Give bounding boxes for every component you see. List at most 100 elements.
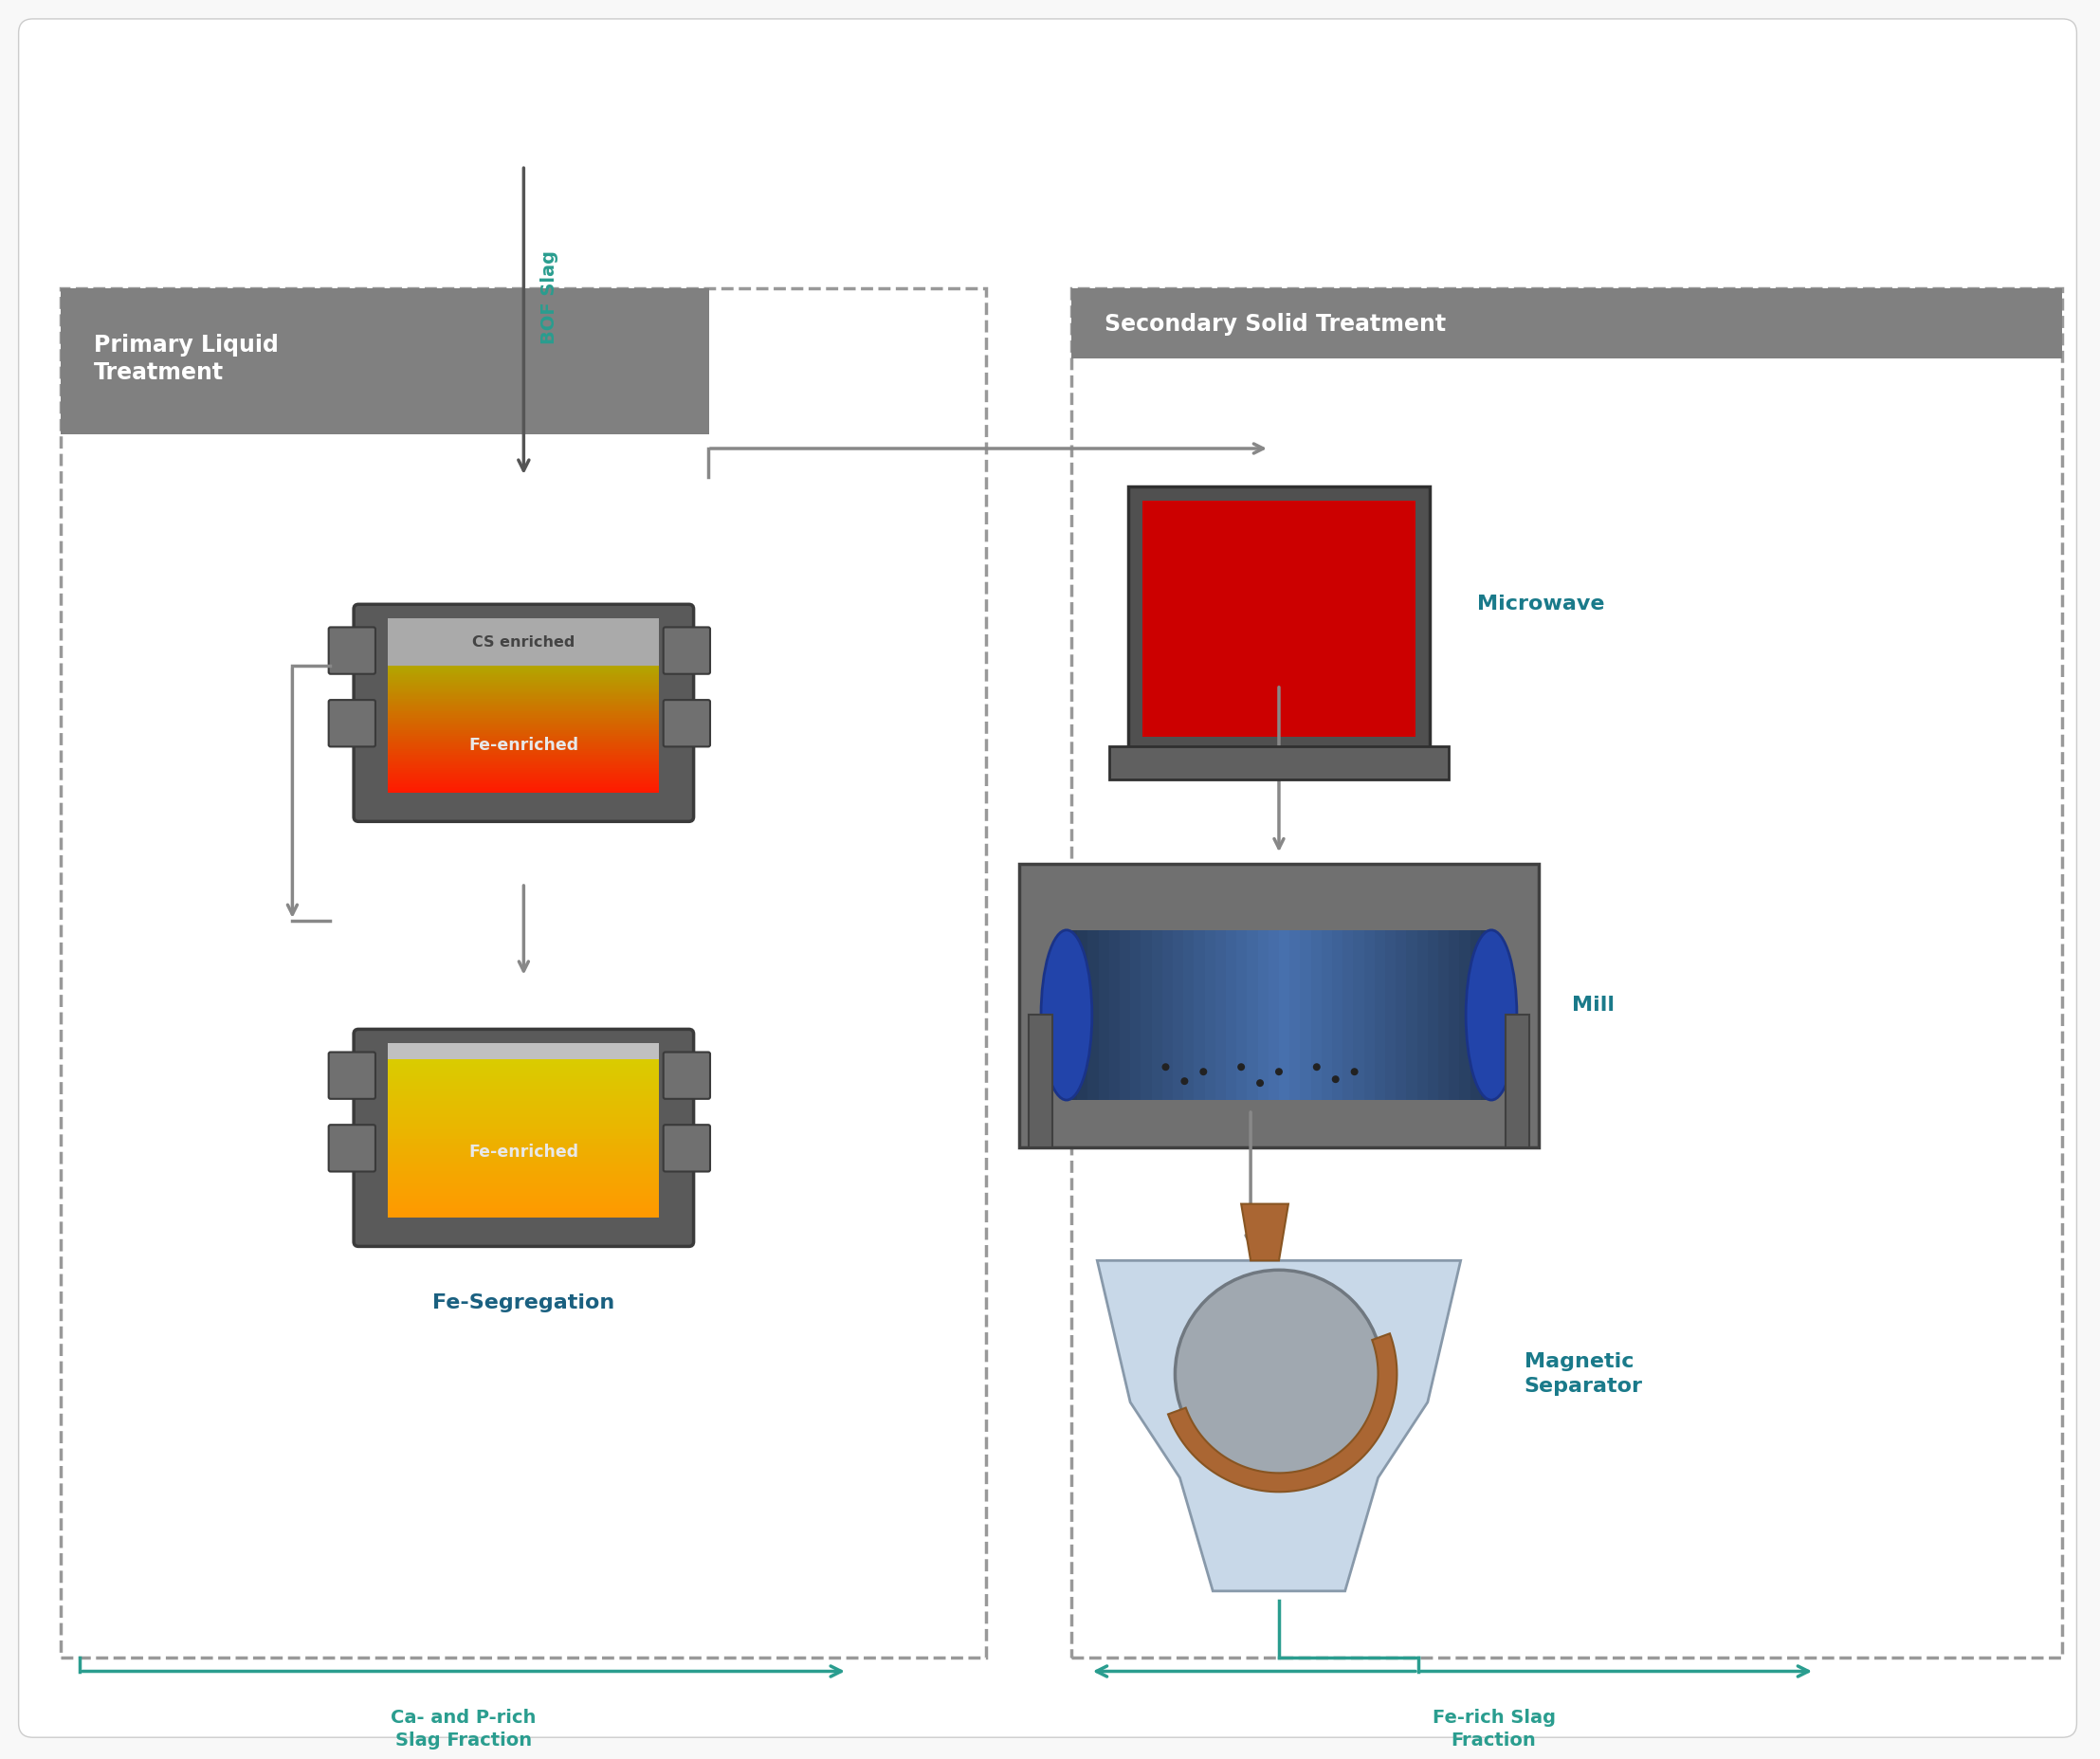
Text: Ca- and P-rich
Slag Fraction: Ca- and P-rich Slag Fraction — [391, 1710, 536, 1750]
Bar — [1228, 573, 1329, 663]
Bar — [388, 1103, 659, 1108]
Bar — [1172, 931, 1184, 1099]
Bar — [388, 756, 659, 760]
FancyBboxPatch shape — [19, 19, 2077, 1738]
Circle shape — [1256, 1080, 1264, 1087]
Bar — [388, 1117, 659, 1120]
Bar — [1342, 931, 1354, 1099]
FancyBboxPatch shape — [1506, 1015, 1529, 1147]
Bar — [1237, 931, 1247, 1099]
Bar — [1218, 565, 1340, 672]
Bar — [1331, 931, 1344, 1099]
Text: Primary Liquid
Treatment: Primary Liquid Treatment — [94, 334, 279, 383]
Bar — [1182, 536, 1376, 702]
Bar — [388, 1161, 659, 1164]
Bar — [1279, 931, 1292, 1099]
FancyBboxPatch shape — [664, 1124, 710, 1171]
Bar — [388, 723, 659, 726]
Bar — [1268, 931, 1279, 1099]
Bar — [1119, 931, 1132, 1099]
FancyBboxPatch shape — [1071, 288, 2062, 359]
Bar — [388, 1177, 659, 1180]
Bar — [388, 1126, 659, 1129]
Bar — [388, 1207, 659, 1212]
Bar — [1216, 931, 1226, 1099]
Bar — [1418, 931, 1428, 1099]
Bar — [388, 1078, 659, 1082]
Bar — [388, 732, 659, 734]
Bar — [388, 679, 659, 682]
Polygon shape — [1241, 1203, 1289, 1261]
Text: Fe-Segregation: Fe-Segregation — [433, 1293, 615, 1312]
Bar — [388, 693, 659, 697]
Bar — [388, 1179, 659, 1184]
Bar — [388, 1170, 659, 1173]
Bar — [388, 1119, 659, 1124]
Bar — [388, 1214, 659, 1217]
Bar — [1170, 524, 1388, 712]
Bar — [1159, 515, 1399, 721]
Bar — [1153, 510, 1405, 728]
Bar — [388, 1087, 659, 1092]
Bar — [388, 748, 659, 751]
FancyBboxPatch shape — [664, 628, 710, 674]
Bar — [388, 760, 659, 763]
Polygon shape — [1168, 1333, 1397, 1492]
Bar — [1201, 551, 1357, 686]
Bar — [388, 1129, 659, 1133]
FancyBboxPatch shape — [330, 628, 376, 674]
Bar — [388, 758, 659, 762]
Bar — [388, 684, 659, 688]
FancyBboxPatch shape — [1109, 746, 1449, 779]
Bar — [1166, 521, 1392, 716]
Bar — [1247, 931, 1258, 1099]
Bar — [388, 1189, 659, 1193]
Text: Mill: Mill — [1571, 996, 1615, 1015]
Bar — [1109, 931, 1121, 1099]
Bar — [1262, 603, 1296, 633]
Bar — [1310, 931, 1323, 1099]
Bar — [388, 728, 659, 732]
Text: Fe-rich Slag
Fraction: Fe-rich Slag Fraction — [1432, 1710, 1556, 1750]
Bar — [1077, 931, 1088, 1099]
Bar — [1258, 931, 1268, 1099]
Bar — [1180, 533, 1378, 704]
Circle shape — [1331, 1075, 1340, 1084]
Bar — [388, 734, 659, 737]
Bar — [388, 714, 659, 718]
Bar — [388, 1113, 659, 1117]
Bar — [388, 1098, 659, 1101]
Bar — [388, 739, 659, 742]
Bar — [1140, 931, 1153, 1099]
Bar — [388, 1101, 659, 1105]
Bar — [388, 737, 659, 741]
Bar — [1247, 593, 1310, 646]
Bar — [1195, 931, 1205, 1099]
Bar — [388, 700, 659, 702]
Bar — [1208, 556, 1350, 681]
Bar — [388, 779, 659, 783]
Bar — [388, 1135, 659, 1140]
Bar — [388, 688, 659, 690]
Bar — [388, 763, 659, 765]
Bar — [388, 716, 659, 719]
Bar — [1231, 577, 1327, 660]
Bar — [1245, 589, 1312, 647]
Bar — [1067, 931, 1077, 1099]
Bar — [388, 765, 659, 767]
Bar — [1289, 931, 1302, 1099]
Bar — [388, 690, 659, 691]
Bar — [1407, 931, 1418, 1099]
Circle shape — [1161, 1062, 1170, 1071]
Bar — [388, 1154, 659, 1157]
Bar — [1193, 545, 1365, 693]
Bar — [388, 1173, 659, 1177]
Bar — [1088, 931, 1098, 1099]
Bar — [388, 704, 659, 707]
Circle shape — [1350, 1068, 1359, 1075]
Bar — [1268, 610, 1289, 628]
FancyBboxPatch shape — [330, 1052, 376, 1099]
Bar — [388, 1082, 659, 1085]
Bar — [388, 770, 659, 774]
FancyBboxPatch shape — [1128, 485, 1430, 751]
